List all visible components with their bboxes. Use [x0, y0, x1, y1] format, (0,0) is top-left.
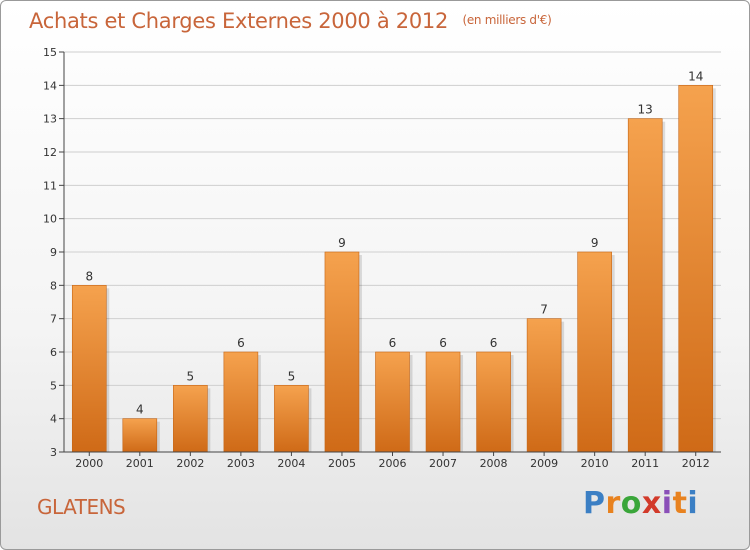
- bar: [71, 285, 107, 453]
- x-tick-label: 2005: [328, 457, 356, 470]
- y-tick-label: 10: [43, 213, 57, 226]
- proxiti-logo: Proxiti: [583, 486, 698, 521]
- bar-value-label: 6: [439, 336, 447, 350]
- bar: [526, 318, 562, 453]
- y-tick-label: 8: [50, 279, 57, 292]
- x-tick-label: 2008: [480, 457, 508, 470]
- bar-value-label: 4: [136, 403, 144, 417]
- bar: [577, 251, 612, 453]
- bar: [678, 85, 714, 453]
- bar-value-label: 9: [338, 236, 346, 250]
- y-tick-label: 6: [50, 346, 57, 359]
- x-tick-label: 2009: [530, 457, 558, 470]
- x-tick-label: 2012: [682, 457, 710, 470]
- y-tick-label: 12: [43, 146, 57, 159]
- logo-letter: t: [672, 486, 688, 521]
- bar: [375, 351, 410, 453]
- x-tick-label: 2003: [227, 457, 255, 470]
- bar-value-label: 6: [490, 336, 498, 350]
- x-tick-label: 2004: [277, 457, 305, 470]
- y-tick-label: 4: [50, 413, 57, 426]
- bar: [274, 385, 309, 453]
- chart-title-text: Achats et Charges Externes 2000 à 2012: [29, 9, 449, 33]
- axes: [59, 51, 721, 456]
- bars: [71, 85, 716, 453]
- bar-value-label: 14: [688, 69, 703, 83]
- y-tick-label: 9: [50, 246, 57, 259]
- bar: [476, 351, 511, 453]
- x-tick-label: 2001: [126, 457, 154, 470]
- bar: [627, 118, 663, 453]
- logo-letter: P: [583, 486, 606, 521]
- bar-value-label: 8: [85, 269, 93, 283]
- y-tick-label: 13: [43, 113, 57, 126]
- y-tick-label: 14: [43, 79, 57, 92]
- x-tick-label: 2011: [631, 457, 659, 470]
- bar-value-label: 6: [389, 336, 397, 350]
- bar-value-label: 13: [638, 103, 653, 117]
- bar: [223, 351, 259, 453]
- commune-name: GLATENS: [37, 495, 126, 519]
- y-tick-label: 5: [50, 379, 57, 392]
- logo-letter: r: [605, 486, 621, 521]
- x-tick-label: 2007: [429, 457, 457, 470]
- logo-letter: i: [687, 486, 699, 521]
- x-tick-label: 2000: [75, 457, 103, 470]
- chart-title: Achats et Charges Externes 2000 à 2012 (…: [29, 9, 552, 33]
- labels: 3 4 5 6 7 8 9 10 11 12 13 14 15 8 2000 4 2001 5 2002 6 2003 5…: [43, 46, 710, 470]
- bar-value-label: 5: [187, 369, 195, 383]
- bar: [173, 385, 208, 453]
- bar: [324, 251, 360, 453]
- bar: [425, 351, 461, 453]
- chart-subtitle: (en milliers d'€): [462, 13, 552, 27]
- y-tick-label: 15: [43, 46, 57, 59]
- x-tick-label: 2002: [176, 457, 204, 470]
- logo-letter: x: [641, 486, 662, 521]
- y-tick-label: 7: [50, 313, 57, 326]
- bar-value-label: 5: [288, 369, 296, 383]
- bar-value-label: 9: [591, 236, 599, 250]
- y-tick-label: 11: [43, 179, 57, 192]
- x-tick-label: 2006: [379, 457, 407, 470]
- logo-letter: o: [620, 486, 642, 521]
- bar-value-label: 7: [540, 303, 548, 317]
- bar: [122, 418, 158, 453]
- logo-letter: i: [661, 486, 673, 521]
- y-tick-label: 3: [50, 446, 57, 459]
- bar-value-label: 6: [237, 336, 245, 350]
- x-tick-label: 2010: [581, 457, 609, 470]
